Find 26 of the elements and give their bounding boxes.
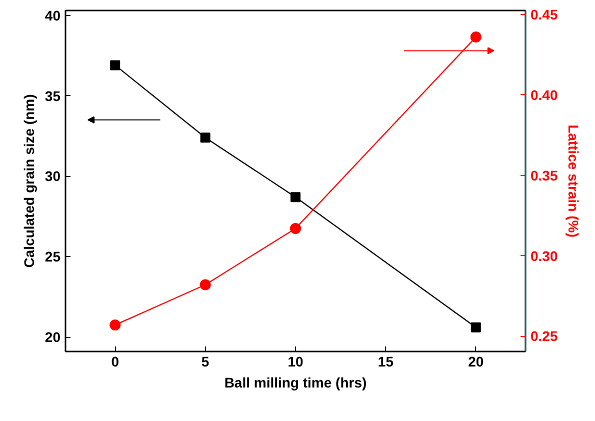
y-axis-title: Calculated grain size (nm) [20,94,37,268]
point [110,60,120,70]
y2-tick-label: 0.35 [530,167,558,184]
point [200,132,210,143]
x-tick-label: 15 [378,354,394,370]
y-tick-label: 20 [44,329,61,346]
x-tick-label: 0 [111,354,120,370]
x-tick-label: 5 [201,354,210,370]
x-tick-label: 10 [288,354,304,370]
y-tick-label: 40 [44,7,61,24]
y-tick-label: 30 [44,168,61,184]
y2-tick-label: 0.25 [530,328,558,344]
point [290,192,300,202]
point [470,32,482,43]
y2-tick-label: 0.45 [530,6,558,23]
y2-tick-label: 0.40 [530,86,558,103]
y-tick-label: 25 [44,248,61,265]
point [290,222,301,234]
y-tick-label: 35 [44,88,61,104]
y2-axis-title: Lattice strain (%) [566,124,582,238]
point [200,279,211,290]
y2-tick-label: 0.30 [530,248,558,264]
point [110,319,121,330]
x-tick-label: 20 [468,354,484,370]
x-axis-title: Ball milling time (hrs) [224,374,367,390]
point [470,322,481,332]
